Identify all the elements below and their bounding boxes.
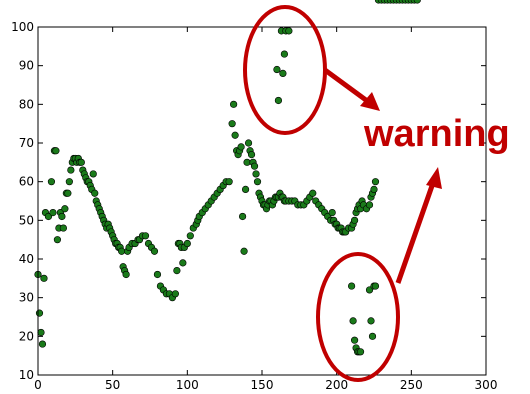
outlier-point (279, 69, 287, 77)
data-point (231, 131, 239, 139)
y-tick-label: 80 (19, 97, 34, 111)
data-point (250, 162, 259, 170)
data-point (228, 120, 236, 128)
x-tick-label: 250 (400, 378, 423, 392)
annotation-ellipse-top (243, 5, 327, 135)
data-point (241, 185, 250, 193)
outlier-point (349, 317, 357, 325)
y-tick-label: 30 (19, 291, 34, 305)
data-point (61, 205, 69, 213)
data-point (252, 170, 260, 178)
data-point (253, 178, 262, 186)
data-point (244, 139, 253, 147)
data-point (171, 290, 179, 298)
data-point (122, 270, 130, 279)
y-tick-label: 40 (19, 252, 34, 266)
data-point (309, 189, 317, 197)
data-point (64, 189, 72, 197)
data-point (58, 212, 66, 221)
x-tick-label: 200 (325, 378, 348, 392)
data-point (225, 178, 233, 186)
data-point (243, 158, 251, 166)
outlier-point (367, 317, 375, 325)
annotation-arrow-bottom-line (395, 182, 436, 284)
annotation-ellipse-bottom (316, 252, 400, 382)
data-point (186, 232, 194, 240)
annotation-arrow-top-head (360, 92, 380, 111)
data-point (230, 100, 238, 108)
data-point (153, 270, 162, 279)
data-point (240, 247, 248, 255)
y-tick-label: 50 (19, 213, 34, 227)
y-tick-label: 90 (19, 59, 34, 73)
annotation-arrow-top-line (323, 67, 372, 106)
outlier-point (368, 332, 377, 340)
y-tick-label: 20 (19, 329, 34, 343)
data-point (371, 178, 380, 186)
outlier-point (348, 282, 356, 290)
data-point (89, 170, 97, 178)
data-point (37, 328, 45, 337)
data-point (247, 151, 256, 159)
data-point (365, 201, 374, 209)
data-point (118, 247, 126, 255)
outlier-point (350, 336, 359, 344)
data-point (413, 0, 421, 4)
data-point (183, 239, 191, 248)
data-point (65, 178, 73, 186)
data-points (34, 0, 421, 356)
data-point (141, 232, 150, 240)
y-tick-label: 60 (19, 175, 34, 189)
data-point (150, 247, 159, 255)
data-point (38, 340, 47, 348)
data-point (35, 309, 44, 317)
data-point (47, 178, 56, 186)
outlier-point (280, 50, 289, 58)
data-point (370, 185, 378, 193)
data-point (49, 209, 57, 217)
data-point (67, 166, 75, 174)
data-point (173, 267, 181, 275)
data-point (237, 143, 245, 151)
x-tick-label: 0 (34, 378, 42, 392)
annotation-warning-text: warning (363, 113, 510, 155)
outlier-point (273, 65, 281, 74)
annotation-arrow-bottom-head (426, 167, 442, 189)
data-point (40, 274, 48, 282)
data-point (52, 147, 60, 155)
x-axis-ticks: 0 50 100 150 200 250 300 (34, 27, 497, 392)
data-point (238, 212, 247, 221)
data-point (77, 158, 85, 166)
y-tick-label: 70 (19, 136, 34, 150)
x-tick-label: 50 (105, 378, 120, 392)
y-tick-label: 100 (11, 20, 34, 34)
x-tick-label: 300 (475, 378, 498, 392)
data-point (179, 259, 187, 267)
outlier-point (356, 348, 365, 356)
y-axis-ticks: 10 20 30 40 50 60 70 80 90 100 (11, 20, 486, 382)
x-tick-label: 150 (251, 378, 274, 392)
data-point (59, 224, 67, 232)
outlier-point (274, 96, 283, 105)
outlier-point (371, 282, 380, 290)
outlier-point (285, 27, 293, 35)
data-point (350, 216, 359, 224)
y-tick-label: 10 (19, 368, 34, 382)
x-tick-label: 100 (176, 378, 199, 392)
data-point (53, 236, 62, 244)
data-point (328, 209, 336, 217)
data-point (91, 189, 99, 197)
